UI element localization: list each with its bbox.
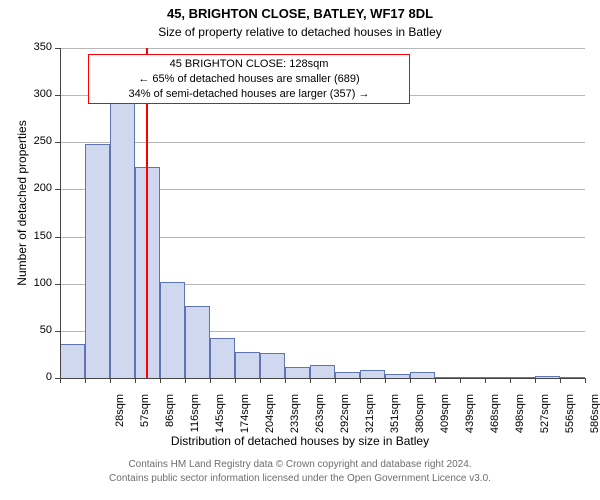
histogram-bar [110,95,135,378]
histogram-bar [60,344,85,378]
x-tick-label: 263sqm [314,394,326,444]
histogram-bar [85,144,110,378]
credits: Contains HM Land Registry data © Crown c… [0,458,600,485]
y-tick-label: 50 [18,324,52,336]
page-title: 45, BRIGHTON CLOSE, BATLEY, WF17 8DL [0,6,600,21]
histogram-bar [160,282,185,378]
x-tick-label: 86sqm [164,394,176,444]
x-tick-label: 174sqm [239,394,251,444]
y-tick-label: 100 [18,277,52,289]
info-box-line: ← 65% of detached houses are smaller (68… [93,72,405,87]
y-tick-label: 200 [18,182,52,194]
histogram-bar [360,370,385,378]
histogram-bar [285,367,310,378]
x-tick-label: 351sqm [389,394,401,444]
y-tick-label: 300 [18,88,52,100]
histogram-bar [310,365,335,378]
info-box: 45 BRIGHTON CLOSE: 128sqm← 65% of detach… [88,54,410,104]
histogram-bar [235,352,260,378]
x-tick-label: 204sqm [264,394,276,444]
y-tick-label: 0 [18,371,52,383]
histogram-bar [185,306,210,378]
info-box-line: 34% of semi-detached houses are larger (… [93,87,405,102]
gridline [60,48,585,49]
y-tick-label: 350 [18,41,52,53]
x-tick-label: 233sqm [289,394,301,444]
x-tick-label: 28sqm [114,394,126,444]
x-tick-label: 145sqm [214,394,226,444]
x-axis [60,378,585,379]
x-tick-label: 586sqm [589,394,600,444]
gridline [60,142,585,143]
x-tick-label: 527sqm [539,394,551,444]
x-tick-label: 409sqm [439,394,451,444]
x-tick-label: 57sqm [139,394,151,444]
y-tick-label: 150 [18,230,52,242]
x-tick-label: 556sqm [564,394,576,444]
x-tick [585,378,586,383]
x-tick-label: 498sqm [514,394,526,444]
x-tick-label: 468sqm [489,394,501,444]
x-tick-label: 321sqm [364,394,376,444]
page-subtitle: Size of property relative to detached ho… [0,25,600,39]
x-tick-label: 116sqm [189,394,201,444]
y-axis [60,48,61,378]
x-tick-label: 292sqm [339,394,351,444]
histogram-bar [135,167,160,378]
histogram-bar [260,353,285,378]
y-tick-label: 250 [18,135,52,147]
histogram-bar [210,338,235,378]
info-box-line: 45 BRIGHTON CLOSE: 128sqm [93,57,405,72]
x-tick-label: 439sqm [464,394,476,444]
histogram-chart: 05010015020025030035028sqm57sqm86sqm116s… [60,48,585,378]
x-tick-label: 380sqm [414,394,426,444]
